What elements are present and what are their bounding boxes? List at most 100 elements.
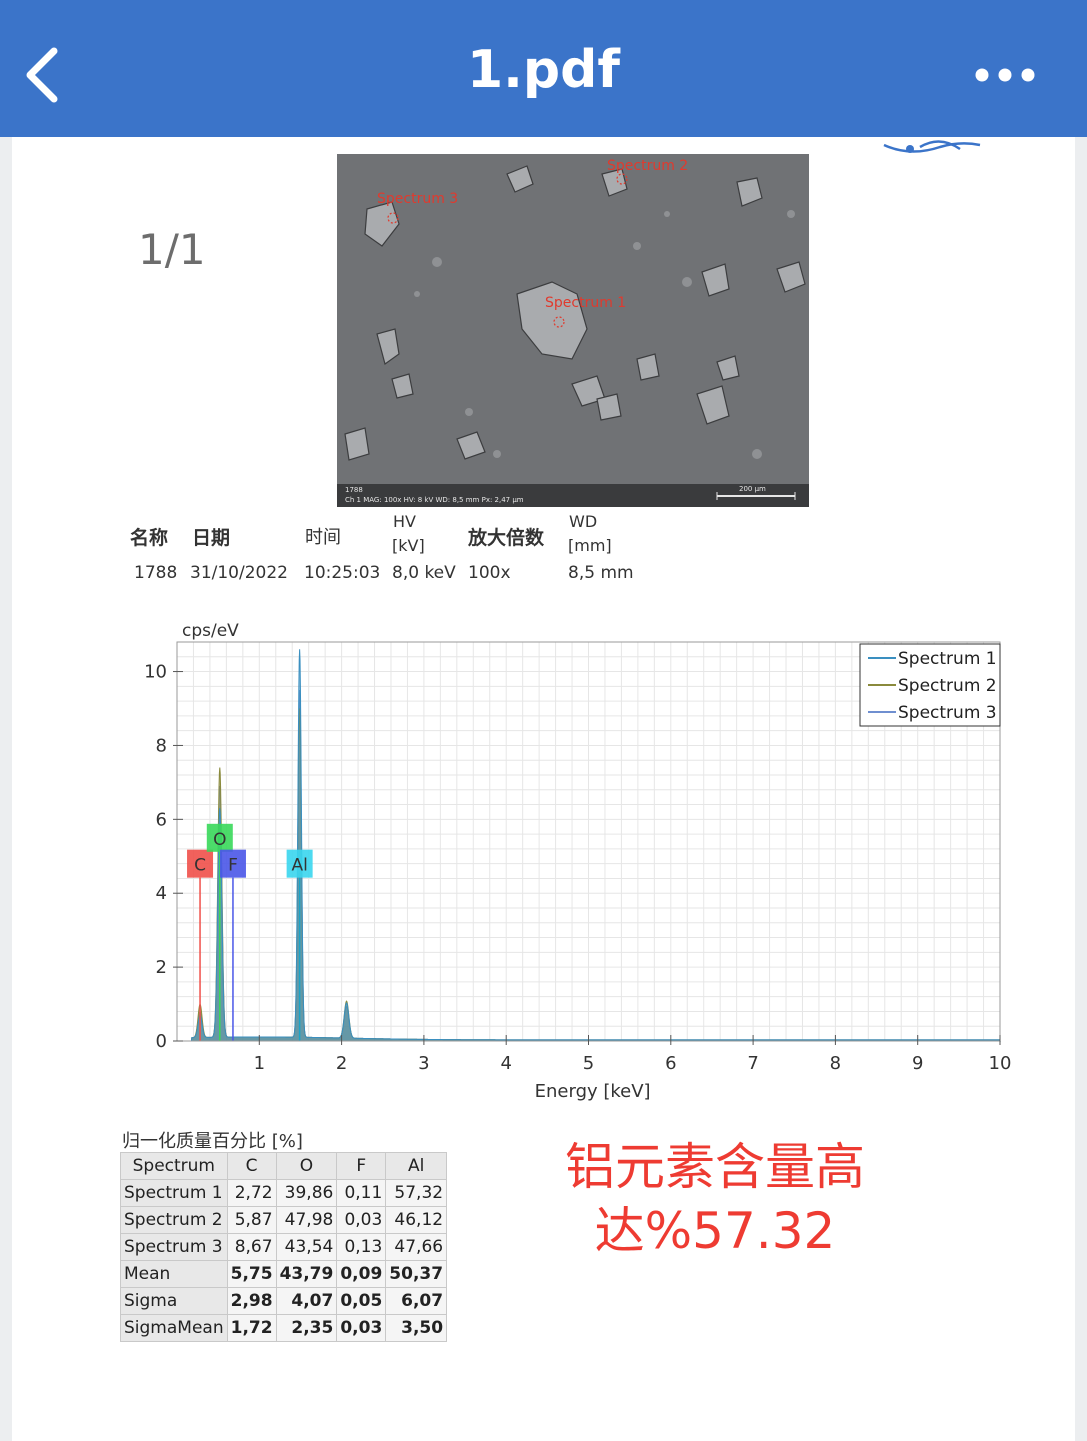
document-title: 1.pdf — [466, 40, 620, 100]
column-header: O — [275, 1152, 338, 1180]
element-marker-label: Al — [291, 856, 307, 876]
table-cell: 47,98 — [275, 1206, 338, 1234]
table-cell: 2,35 — [275, 1314, 338, 1342]
table-cell: 0,11 — [336, 1179, 387, 1207]
table-cell: 57,32 — [385, 1179, 448, 1207]
spectrum-1-label: Spectrum 1 — [545, 295, 626, 311]
table-cell: 0,03 — [336, 1206, 387, 1234]
eds-spectrum-chart: COF Al 1 2 3 4 5 6 7 8 9 10 0 2 4 6 8 10 cps/eV Energy [ke… — [144, 621, 1011, 1102]
sem-micrograph-image: Spectrum 3 Spectrum 2 Spectrum 1 1788 Ch… — [337, 154, 809, 507]
x-tick-label: 10 — [989, 1053, 1012, 1074]
table-row: SigmaMean 1,72 2,35 0,03 3,50 — [120, 1314, 448, 1342]
chevron-left-icon — [26, 47, 58, 103]
chart-axes: 1 2 3 4 5 6 7 8 9 10 0 2 4 6 8 10 cps/eV Energy [keV] — [144, 621, 1011, 1102]
row-label: Spectrum 1 — [120, 1179, 228, 1207]
table-cell: 1,72 — [226, 1314, 277, 1342]
table-row: Spectrum 2 5,87 47,98 0,03 46,12 — [120, 1206, 448, 1234]
row-label: Spectrum 2 — [120, 1206, 228, 1234]
row-label: SigmaMean — [120, 1314, 228, 1342]
x-tick-label: 6 — [665, 1053, 676, 1074]
table-cell: 8,67 — [226, 1233, 277, 1261]
element-marker-label: F — [228, 856, 238, 876]
x-tick-label: 5 — [583, 1053, 594, 1074]
element-marker-label: O — [213, 830, 226, 850]
spectrum-3-label: Spectrum 3 — [377, 191, 458, 207]
row-label: Sigma — [120, 1287, 228, 1315]
column-header: C — [226, 1152, 277, 1180]
element-marker-box — [219, 849, 246, 878]
info-value-hv: 8,0 keV — [392, 563, 456, 583]
row-label: Mean — [120, 1260, 228, 1288]
chart-element-markers: COF Al — [187, 823, 313, 1041]
y-axis-label: cps/eV — [182, 621, 239, 641]
app-header: 1.pdf — [0, 0, 1087, 137]
more-options-button[interactable] — [970, 62, 1040, 88]
table-row: Sigma 2,98 4,07 0,05 6,07 — [120, 1287, 448, 1315]
info-value-wd: 8,5 mm — [568, 563, 634, 583]
info-header-date: 日期 — [192, 527, 231, 549]
sem-footer-params: Ch 1 MAG: 100x HV: 8 kV WD: 8,5 mm Px: 2… — [345, 496, 524, 504]
info-value-name: 1788 — [134, 563, 178, 583]
table-cell: 0,03 — [336, 1314, 387, 1342]
x-tick-label: 8 — [830, 1053, 841, 1074]
composition-title: 归一化质量百分比 [%] — [122, 1131, 303, 1152]
table-header-row: Spectrum C O F Al — [120, 1152, 448, 1180]
element-marker-box — [206, 823, 233, 852]
y-tick-label: 10 — [144, 662, 167, 683]
page-counter: 1/1 — [138, 225, 206, 274]
table-cell: 0,13 — [336, 1233, 387, 1261]
note-line-1: 铝元素含量高 — [565, 1138, 865, 1196]
info-header-time: 时间 — [305, 527, 341, 548]
note-line-2: 达%57.32 — [594, 1202, 836, 1260]
legend-label: Spectrum 3 — [898, 703, 997, 723]
x-tick-label: 4 — [500, 1053, 511, 1074]
table-cell: 2,72 — [226, 1179, 277, 1207]
column-header: Spectrum — [120, 1152, 228, 1180]
table-cell: 2,98 — [226, 1287, 277, 1315]
info-header-wd-unit: [mm] — [568, 536, 612, 555]
table-cell: 47,66 — [385, 1233, 448, 1261]
table-cell: 46,12 — [385, 1206, 448, 1234]
logo-fragment — [883, 140, 981, 153]
info-value-date: 31/10/2022 — [190, 563, 288, 583]
table-cell: 5,87 — [226, 1206, 277, 1234]
composition-table: Spectrum C O F Al Spectrum 1 2,72 39,86 … — [120, 1152, 448, 1342]
x-tick-label: 9 — [912, 1053, 923, 1074]
x-tick-label: 3 — [418, 1053, 429, 1074]
table-cell: 3,50 — [385, 1314, 448, 1342]
table-cell: 50,37 — [385, 1260, 448, 1288]
element-marker-box — [187, 849, 214, 878]
more-horizontal-icon — [975, 68, 1035, 82]
table-row: Spectrum 3 8,67 43,54 0,13 47,66 — [120, 1233, 448, 1261]
info-value-mag: 100x — [468, 563, 511, 583]
chart-grid — [176, 642, 1001, 1042]
element-marker-box — [286, 849, 313, 878]
y-tick-label: 4 — [156, 883, 167, 904]
table-cell: 0,09 — [336, 1260, 387, 1288]
y-tick-label: 2 — [156, 957, 167, 978]
info-header-name: 名称 — [130, 527, 169, 549]
x-axis-label: Energy [keV] — [535, 1081, 651, 1102]
info-value-time: 10:25:03 — [304, 563, 381, 583]
column-header: Al — [385, 1152, 448, 1180]
table-cell: 43,79 — [275, 1260, 338, 1288]
legend-label: Spectrum 2 — [898, 676, 997, 696]
spectrum-2-label: Spectrum 2 — [607, 158, 688, 174]
info-header-mag: 放大倍数 — [468, 527, 545, 549]
table-row: Mean 5,75 43,79 0,09 50,37 — [120, 1260, 448, 1288]
info-header-hv: HV — [393, 512, 416, 531]
table-row: Spectrum 1 2,72 39,86 0,11 57,32 — [120, 1179, 448, 1207]
x-tick-label: 2 — [336, 1053, 347, 1074]
info-header-wd: WD — [569, 512, 598, 531]
table-cell: 5,75 — [226, 1260, 277, 1288]
back-button[interactable] — [20, 45, 68, 105]
element-marker-label: C — [194, 856, 206, 876]
table-cell: 0,05 — [336, 1287, 387, 1315]
table-cell: 6,07 — [385, 1287, 448, 1315]
x-tick-label: 1 — [254, 1053, 265, 1074]
y-tick-label: 6 — [156, 809, 167, 830]
x-tick-label: 7 — [747, 1053, 758, 1074]
sem-footer-id: 1788 — [345, 486, 363, 494]
table-cell: 4,07 — [275, 1287, 338, 1315]
aluminum-content-note: 铝元素含量高 达%57.32 — [530, 1135, 900, 1263]
